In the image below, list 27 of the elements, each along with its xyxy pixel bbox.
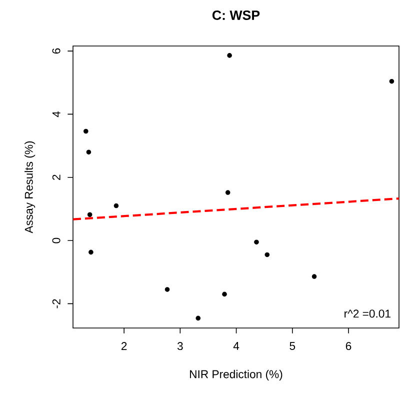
y-tick-label: -2 bbox=[52, 299, 60, 308]
chart-title: C: WSP bbox=[212, 10, 260, 20]
y-tick-label: 4 bbox=[52, 111, 60, 118]
point bbox=[264, 252, 270, 258]
point bbox=[312, 274, 317, 279]
point bbox=[86, 150, 92, 154]
point bbox=[164, 287, 170, 292]
annotation: r^2 =0.01 bbox=[344, 310, 390, 318]
y-tick-label: 0 bbox=[52, 238, 60, 244]
x-tick-label: 5 bbox=[290, 342, 296, 350]
point bbox=[87, 212, 92, 218]
point bbox=[225, 190, 230, 195]
x-tick-label: 3 bbox=[177, 342, 183, 350]
y-tick-label: 2 bbox=[52, 174, 60, 180]
point bbox=[196, 316, 201, 321]
x-tick-label: 4 bbox=[233, 342, 240, 350]
point bbox=[84, 128, 88, 134]
x-tick-label: 2 bbox=[121, 342, 127, 350]
point bbox=[88, 250, 94, 255]
x-axis-title: NIR Prediction (%) bbox=[190, 370, 282, 380]
point bbox=[227, 53, 232, 58]
y-axis-title: Assay Results (%) bbox=[24, 141, 36, 234]
y-tick-label: 6 bbox=[52, 48, 60, 54]
point bbox=[222, 292, 227, 297]
point bbox=[254, 240, 259, 244]
x-tick-label: 6 bbox=[346, 342, 352, 350]
point bbox=[114, 203, 119, 208]
